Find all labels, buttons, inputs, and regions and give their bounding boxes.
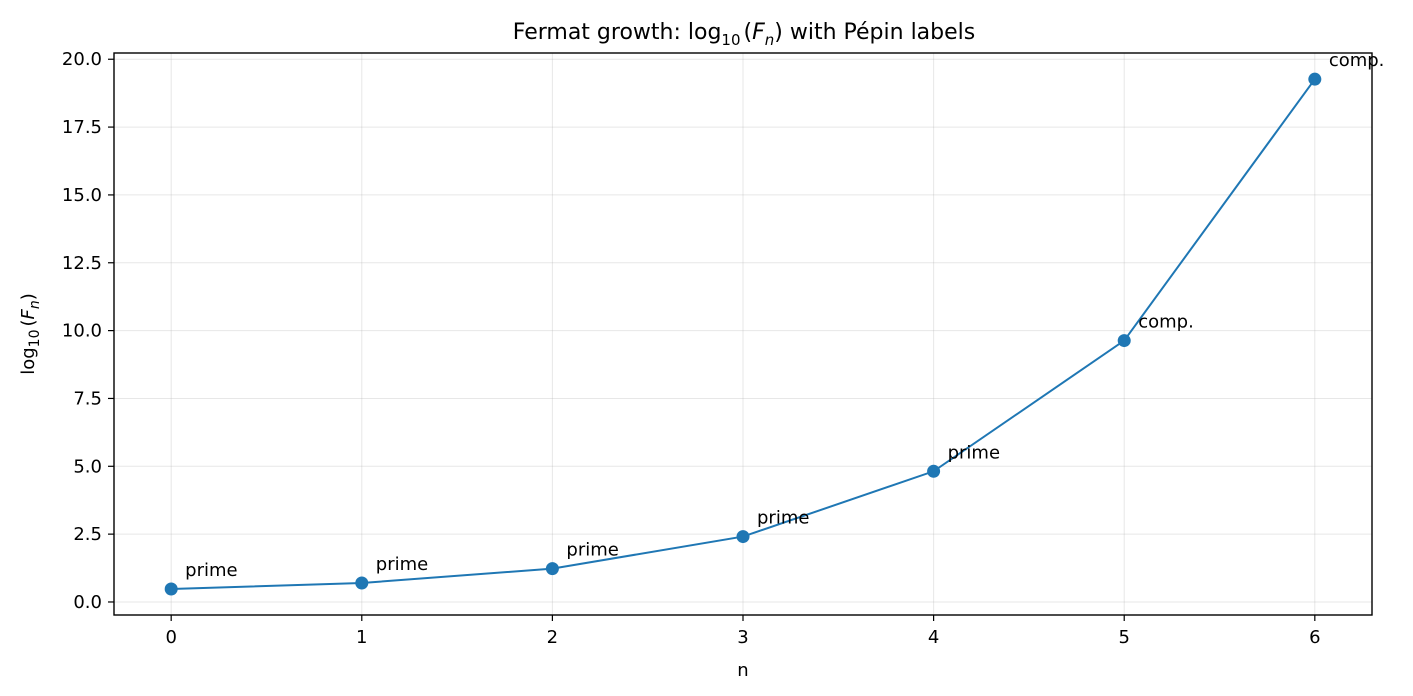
y-tick-label: 10.0	[62, 321, 102, 342]
data-point	[355, 576, 369, 590]
x-tick-label: 4	[928, 627, 939, 648]
data-series: prime prime prime prime prime comp. comp.	[164, 50, 1385, 596]
y-tick-label: 5.0	[73, 456, 102, 477]
point-annotation: comp.	[1138, 312, 1194, 333]
x-tick-label: 3	[737, 627, 748, 648]
y-axis-label: log10(Fn)	[18, 293, 43, 375]
y-tick-label: 17.5	[62, 117, 102, 138]
plot-frame	[113, 52, 1373, 616]
point-annotation: prime	[757, 508, 809, 529]
point-annotation: prime	[948, 442, 1000, 463]
x-tick-label: 2	[547, 627, 558, 648]
grid	[114, 53, 1372, 615]
chart-title: Fermat growth: log10 (Fn) with Pépin labe…	[513, 20, 976, 49]
y-tick-label: 12.5	[62, 253, 102, 274]
y-tick-label: 15.0	[62, 185, 102, 206]
x-tick-label: 0	[165, 627, 176, 648]
point-annotation: prime	[566, 540, 618, 561]
point-annotation: prime	[185, 560, 237, 581]
data-point	[736, 530, 750, 544]
data-point	[927, 464, 941, 478]
x-axis-ticks: 0 1 2 3 4 5 6	[165, 615, 1321, 648]
y-tick-label: 0.0	[73, 592, 102, 613]
x-tick-label: 1	[356, 627, 367, 648]
data-point	[545, 562, 559, 576]
y-tick-label: 7.5	[73, 388, 102, 409]
data-point	[164, 582, 178, 596]
point-annotation: prime	[376, 554, 428, 575]
y-tick-label: 20.0	[62, 49, 102, 70]
x-axis-label: n	[737, 660, 748, 681]
data-point	[1117, 334, 1131, 348]
y-axis-ticks: 0.0 2.5 5.0 7.5 10.0 12.5 15.0 17.5 20.0	[62, 49, 114, 613]
x-tick-label: 6	[1309, 627, 1320, 648]
x-tick-label: 5	[1118, 627, 1129, 648]
data-point	[1308, 72, 1322, 86]
point-annotation: comp.	[1329, 50, 1385, 71]
y-tick-label: 2.5	[73, 524, 102, 545]
